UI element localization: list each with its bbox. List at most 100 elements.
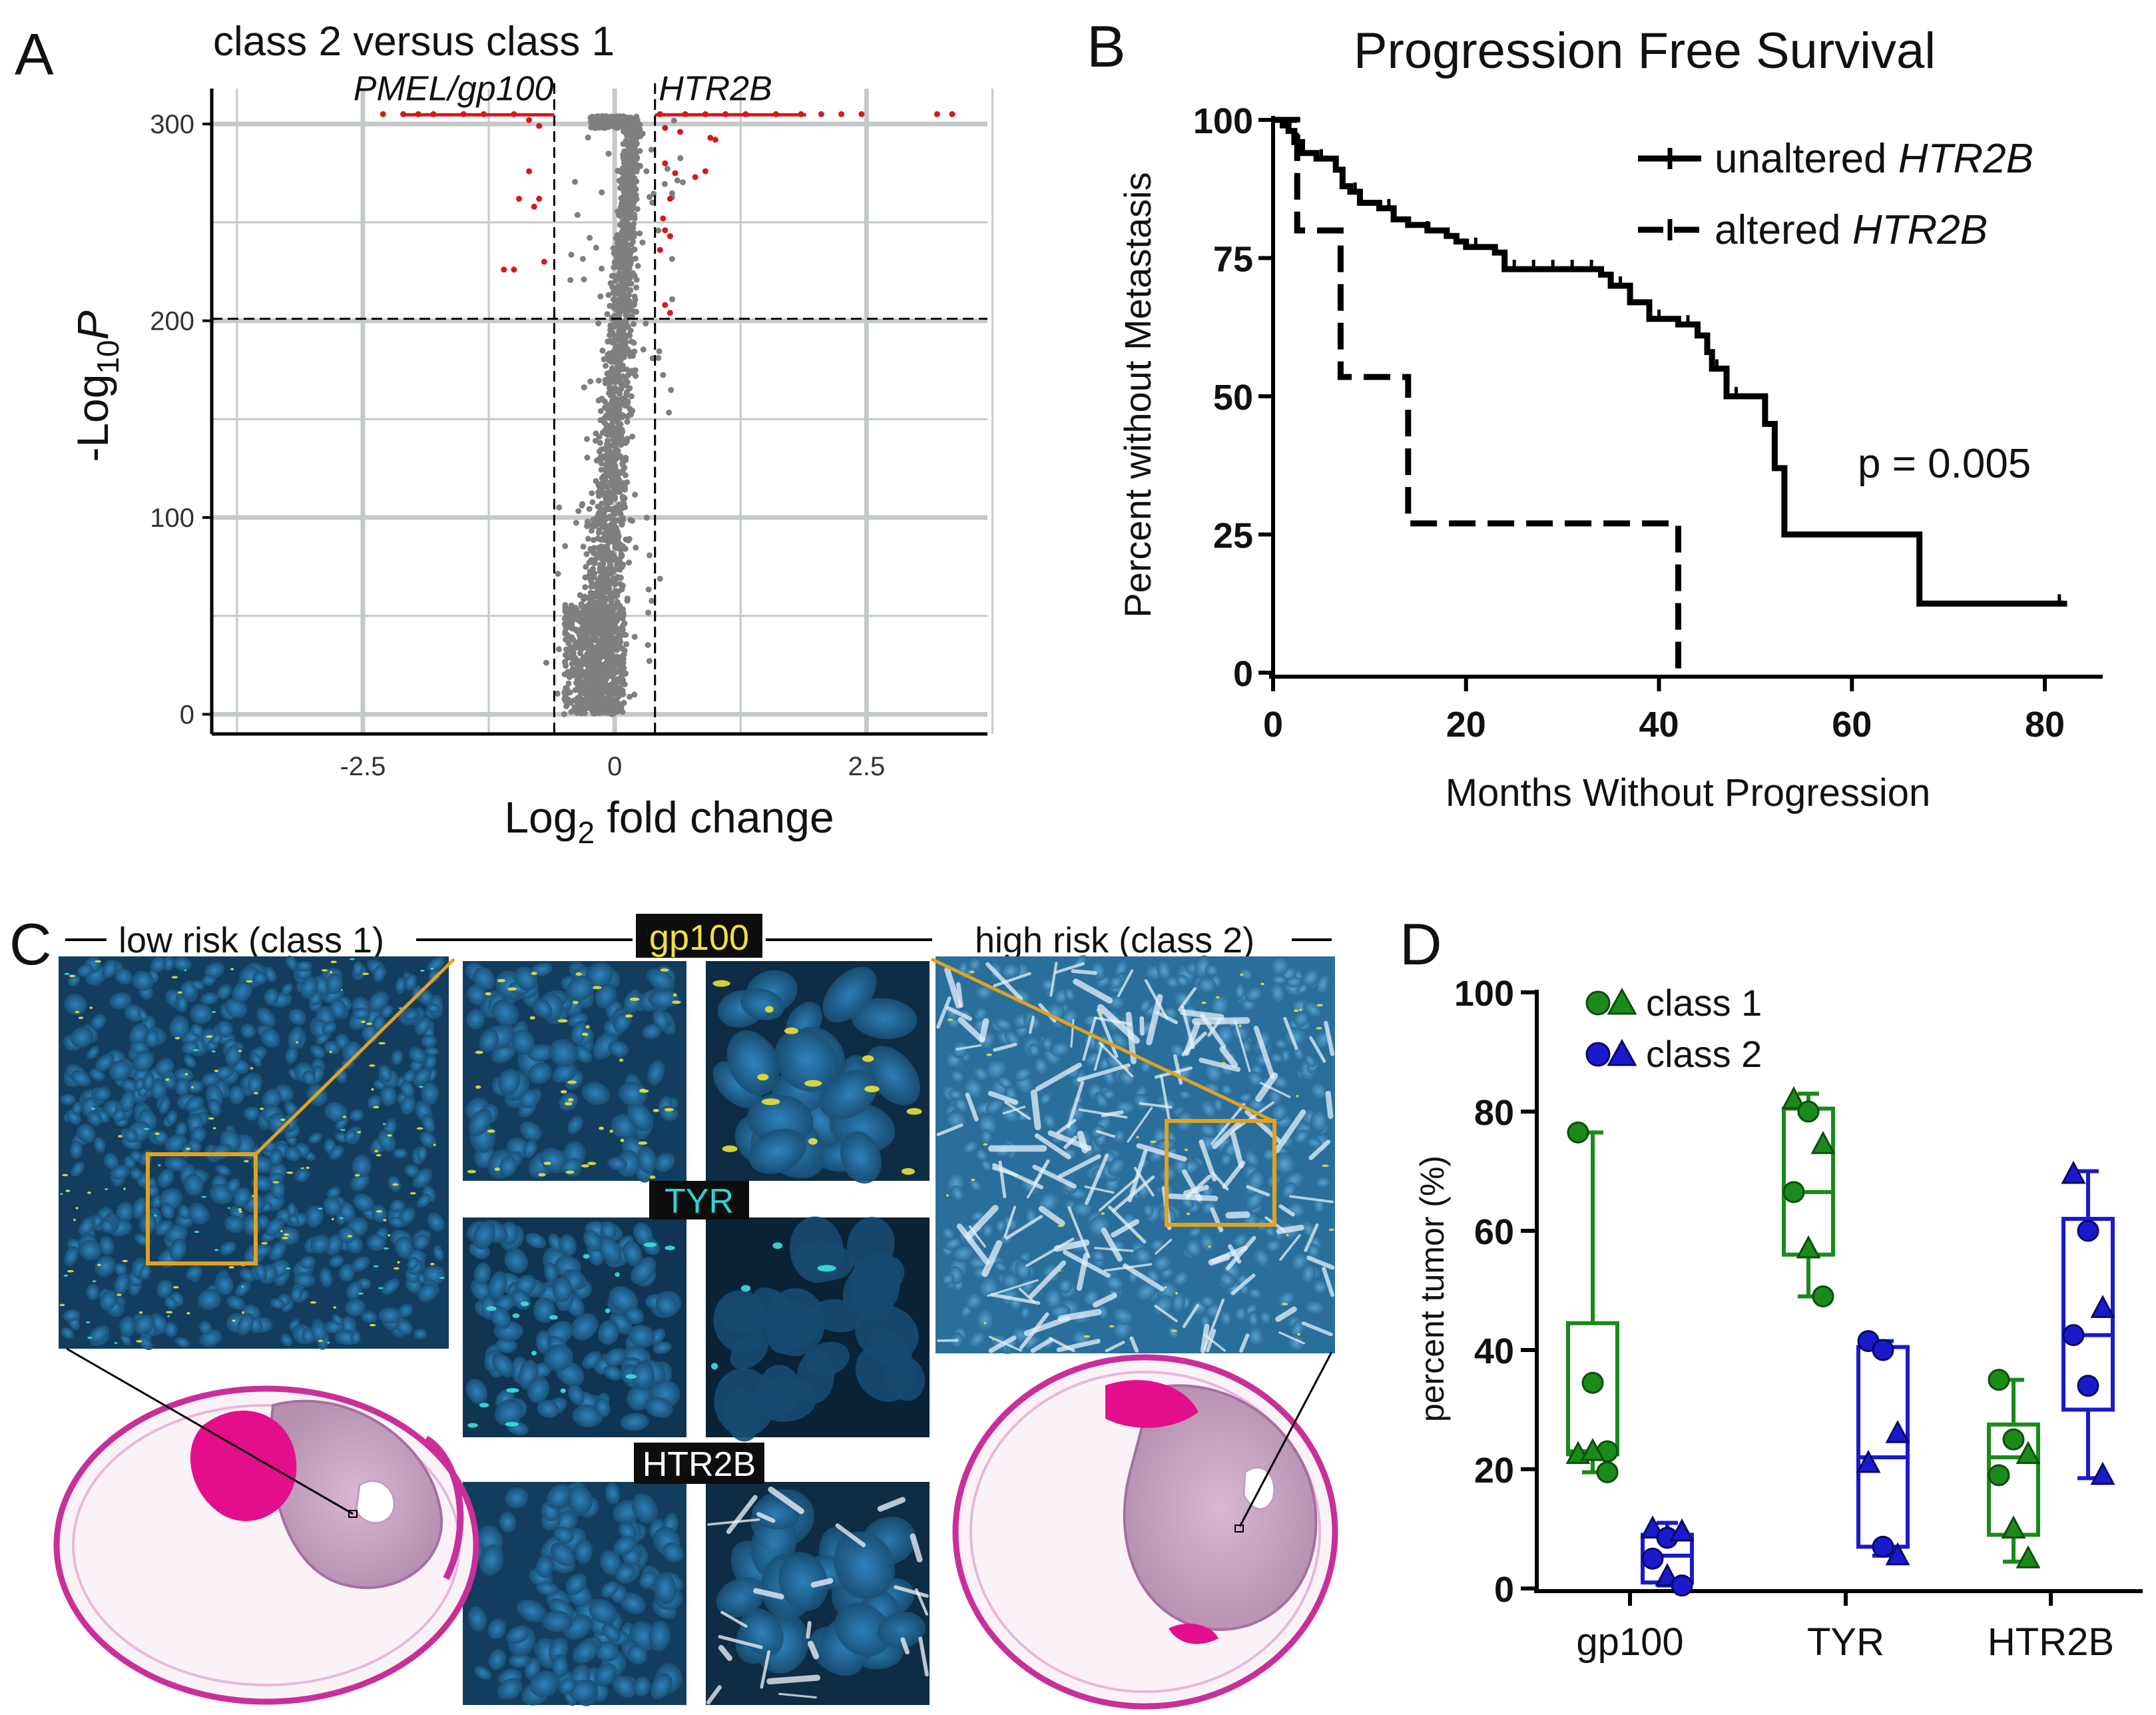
stain-speck: [75, 1010, 80, 1014]
stain-speck: [1328, 1228, 1334, 1231]
stain-speck: [485, 992, 491, 996]
volcano-point: [617, 400, 623, 406]
stain-speck: [1186, 1212, 1191, 1215]
stain-speck: [1175, 1291, 1178, 1295]
volcano-annotation-label: HTR2B: [659, 70, 772, 109]
volcano-point: [610, 616, 617, 623]
volcano-point: [573, 627, 579, 633]
stain-speck: [538, 1173, 546, 1177]
volcano-point: [601, 707, 608, 714]
volcano-point: [669, 296, 675, 302]
volcano-point: [593, 118, 599, 124]
volcano-point: [597, 643, 603, 649]
volcano-gray-points: [543, 113, 686, 717]
volcano-point: [613, 113, 620, 120]
volcano-point: [627, 385, 633, 392]
volcano-point: [580, 697, 587, 703]
volcano-point: [599, 265, 605, 272]
stain-speck: [208, 1117, 214, 1120]
volcano-point: [657, 575, 663, 582]
stain-speck: [171, 976, 178, 979]
stain-speck: [1316, 1004, 1324, 1007]
stain-speck: [1124, 1068, 1129, 1070]
box-y-tick-label: 0: [1494, 1570, 1514, 1610]
box-point-circle: [1596, 1461, 1619, 1483]
volcano-point: [585, 135, 591, 141]
volcano-point: [630, 238, 637, 245]
volcano-point: [586, 559, 593, 565]
box-htr2b-class2: [2061, 1160, 2115, 1485]
volcano-point: [611, 590, 618, 597]
volcano-point: [567, 277, 574, 283]
volcano-point: [611, 577, 617, 583]
stain-speck: [329, 1050, 332, 1054]
stain-speck: [643, 1242, 657, 1247]
legend-class1-label: class 1: [1646, 982, 1762, 1024]
volcano-point: [602, 531, 609, 537]
volcano-point: [593, 438, 599, 444]
box-gp100-class1: [1565, 1121, 1619, 1483]
volcano-point: [610, 437, 617, 444]
volcano-point: [563, 624, 570, 630]
km-x-tick-label: 80: [2025, 705, 2065, 745]
stain-speck: [1150, 1140, 1157, 1144]
stain-speck: [512, 1313, 520, 1318]
stain-speck: [157, 1164, 161, 1167]
volcano-sig-point: [380, 111, 386, 117]
stain-speck: [388, 1234, 390, 1237]
stain-speck: [1286, 1233, 1289, 1237]
stain-speck: [1299, 1008, 1302, 1012]
volcano-point: [623, 454, 629, 461]
volcano-point: [591, 666, 597, 673]
volcano-point: [600, 689, 607, 695]
stain-speck: [565, 1170, 575, 1174]
stain-speck: [383, 1247, 389, 1249]
volcano-point: [674, 177, 680, 184]
volcano-point: [580, 631, 587, 638]
volcano-sig-point: [660, 215, 667, 222]
volcano-point: [575, 639, 582, 645]
stain-speck: [467, 1170, 476, 1174]
box-point-circle: [1988, 1369, 2010, 1391]
stain-speck: [620, 1138, 625, 1142]
volcano-point: [611, 411, 617, 418]
volcano-point: [564, 606, 571, 613]
volcano-point: [612, 278, 619, 284]
stain-speck: [757, 1074, 769, 1081]
volcano-point: [603, 695, 610, 702]
stain-speck: [383, 1219, 387, 1221]
volcano-point: [604, 492, 611, 498]
stain-speck: [1101, 1212, 1105, 1215]
legend-class2-triangle: [1607, 1038, 1637, 1066]
box-point-circle: [2077, 1375, 2099, 1397]
stain-speck: [1109, 1325, 1115, 1328]
volcano-point: [585, 673, 592, 680]
volcano-point: [627, 186, 634, 193]
stain-speck: [1208, 1245, 1211, 1248]
volcano-point: [617, 247, 623, 254]
km-line-unaltered: [1273, 117, 2067, 607]
stain-speck: [392, 1183, 399, 1186]
stain-speck: [62, 1174, 69, 1177]
volcano-point: [578, 601, 585, 607]
volcano-point: [668, 387, 674, 394]
volcano-point: [627, 327, 634, 334]
volcano-point: [631, 302, 637, 308]
volcano-point: [573, 661, 580, 667]
volcano-point: [606, 700, 613, 707]
volcano-point: [586, 506, 593, 512]
volcano-sig-point: [536, 123, 543, 129]
stain-speck: [649, 1176, 656, 1179]
box-point-circle: [1812, 1285, 1834, 1307]
box-point-circle: [1797, 1100, 1820, 1123]
stain-speck: [238, 1208, 242, 1211]
stain-speck: [341, 988, 343, 991]
volcano-plot: class 2 versus class 1 PMEL/gp100 HTR2B 0…: [68, 19, 994, 850]
volcano-point: [632, 296, 639, 303]
volcano-sig-point: [526, 168, 533, 174]
volcano-point: [661, 180, 668, 187]
volcano-x-tick-label: 0: [607, 752, 622, 781]
volcano-point: [617, 669, 624, 675]
stain-speck: [60, 1193, 63, 1196]
volcano-point: [609, 706, 615, 713]
